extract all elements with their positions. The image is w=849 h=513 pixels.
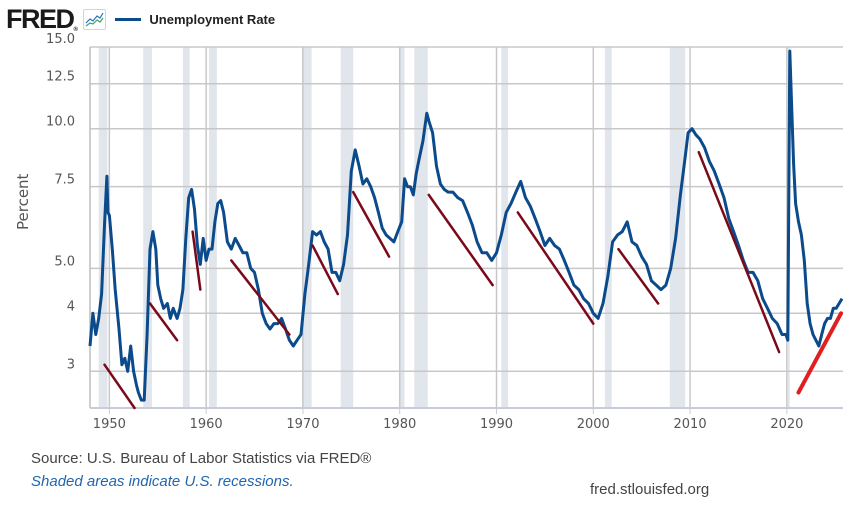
legend-label[interactable]: Unemployment Rate — [149, 11, 276, 27]
x-tick-labels: 1950 1960 1970 1980 1990 2000 2010 2020 — [93, 408, 803, 432]
x-tick-label: 1970 — [286, 417, 319, 432]
chart-header: FRED® Unemployment Rate — [6, 4, 275, 34]
trend-line — [796, 311, 844, 395]
gridlines-layer — [89, 46, 843, 409]
x-tick-label: 1960 — [190, 417, 223, 432]
y-tick-label: 15.0 — [46, 32, 75, 47]
source-text: Source: U.S. Bureau of Labor Statistics … — [31, 450, 372, 467]
fred-url[interactable]: fred.stlouisfed.org — [590, 481, 710, 498]
recession-band — [301, 47, 312, 408]
trend-line — [148, 302, 179, 342]
trend-line — [191, 230, 202, 291]
y-tick-label: 7.5 — [54, 173, 75, 188]
recession-band — [143, 47, 152, 408]
y-tick-label: 10.0 — [46, 115, 75, 130]
trend-line — [230, 259, 291, 336]
x-tick-label: 2000 — [577, 417, 610, 432]
recession-note[interactable]: Shaded areas indicate U.S. recessions. — [31, 473, 294, 490]
x-tick-label: 2010 — [674, 417, 707, 432]
chart-plot: 3 4 5.0 7.5 10.0 12.5 15.0 1950 1960 1970 1980 199… — [46, 32, 844, 432]
trend-line — [103, 363, 136, 410]
trend-line — [427, 193, 494, 287]
x-tick-label: 1990 — [480, 417, 513, 432]
logo-mark: ® — [73, 26, 78, 33]
y-tick-label: 3 — [67, 357, 75, 372]
recession-shading-layer — [98, 47, 790, 408]
y-tick-label: 4 — [67, 299, 75, 314]
legend-swatch — [115, 17, 142, 21]
x-tick-label: 2020 — [770, 417, 803, 432]
recession-band — [399, 47, 405, 408]
recession-band — [414, 47, 428, 408]
fred-logo[interactable]: FRED® — [6, 3, 78, 34]
trend-line — [352, 190, 391, 258]
logo-text: FRED — [6, 3, 75, 34]
series-layer — [88, 49, 844, 402]
x-tick-label: 1980 — [383, 417, 416, 432]
recession-band — [501, 47, 509, 408]
y-tick-label: 5.0 — [54, 254, 75, 269]
series-line-unemployment-rate — [88, 49, 844, 402]
trend-line — [697, 150, 781, 354]
y-tick-label: 12.5 — [46, 70, 75, 85]
y-tick-labels: 3 4 5.0 7.5 10.0 12.5 15.0 — [46, 32, 75, 372]
trend-line — [617, 247, 660, 305]
x-tick-label: 1950 — [93, 417, 126, 432]
trend-line — [311, 244, 340, 296]
line-graph-icon[interactable] — [83, 8, 107, 30]
trend-line — [516, 211, 595, 325]
recession-band — [604, 47, 612, 408]
trend-lines-layer — [103, 150, 844, 410]
